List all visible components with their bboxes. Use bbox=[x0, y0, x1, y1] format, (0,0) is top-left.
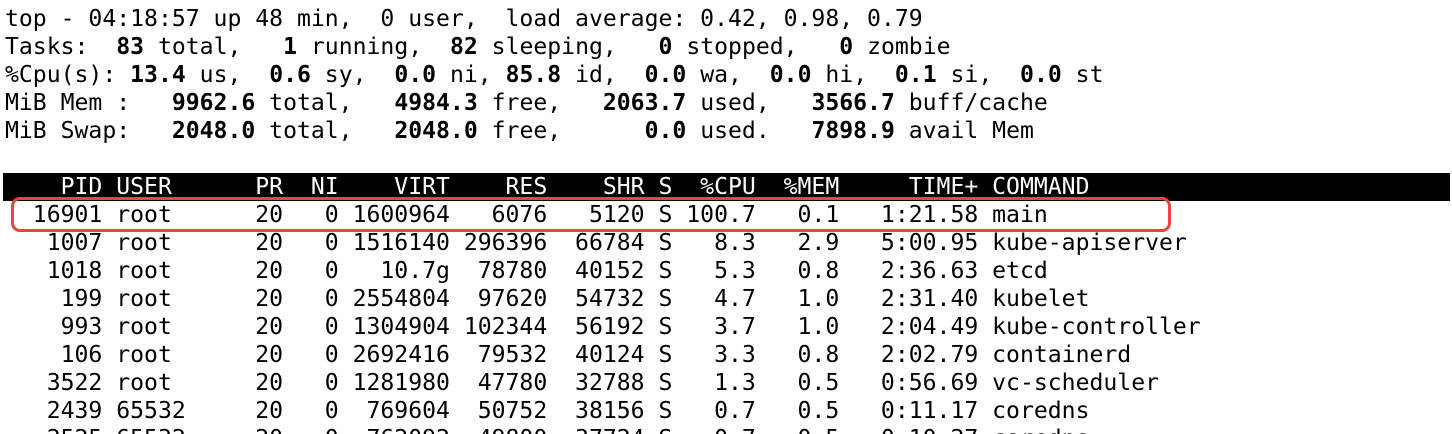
process-row: 2439 65532 20 0 769604 50752 38156 S 0.7… bbox=[5, 398, 1090, 424]
cpu-id-label: id, bbox=[561, 62, 645, 88]
swap-line: MiB Swap: 2048.0 total, 2048.0 free, 0.0… bbox=[5, 117, 1452, 145]
cpu-prefix: %Cpu(s): bbox=[5, 62, 131, 88]
cpu-st: 0.0 bbox=[1020, 62, 1062, 88]
swap-free: 2048.0 bbox=[394, 118, 478, 144]
tasks-prefix: Tasks: bbox=[5, 34, 103, 60]
swap-free-label: free, bbox=[477, 118, 645, 144]
mem-prefix: MiB Mem : bbox=[5, 90, 172, 116]
mem-free-label: free, bbox=[477, 90, 603, 116]
cpu-st-label: st bbox=[1061, 62, 1104, 88]
cpu-id: 85.8 bbox=[505, 62, 562, 88]
tasks-sleeping: 82 bbox=[449, 34, 478, 60]
mem-used-label: used, bbox=[686, 90, 812, 116]
swap-used-label: used. bbox=[686, 118, 812, 144]
cpu-sy: 0.6 bbox=[269, 62, 311, 88]
tasks-total: 83 bbox=[102, 34, 145, 60]
mem-line: MiB Mem : 9962.6 total, 4984.3 free, 206… bbox=[5, 89, 1452, 117]
cpu-si: 0.1 bbox=[894, 62, 937, 88]
tasks-stopped: 0 bbox=[658, 34, 673, 60]
cpu-us: 13.4 bbox=[130, 62, 186, 88]
tasks-zombie: 0 bbox=[839, 34, 854, 60]
uptime-line: top - 04:18:57 up 48 min, 0 user, load a… bbox=[5, 6, 923, 32]
process-table-header: PID USER PR NI VIRT RES SHR S %CPU %MEM … bbox=[3, 173, 1450, 201]
mem-buff-cache: 3566.7 bbox=[811, 90, 895, 116]
swap-used: 0.0 bbox=[644, 118, 687, 144]
swap-total-label: total, bbox=[255, 118, 395, 144]
swap-avail-label: avail Mem bbox=[894, 118, 1034, 144]
mem-free: 4984.3 bbox=[394, 90, 478, 116]
swap-avail: 7898.9 bbox=[811, 118, 895, 144]
cpu-hi-label: hi, bbox=[811, 62, 895, 88]
cpu-wa: 0.0 bbox=[644, 62, 687, 88]
tasks-sleeping-label: sleeping, bbox=[477, 34, 659, 60]
cpu-si-label: si, bbox=[936, 62, 1021, 88]
process-row: 199 root 20 0 2554804 97620 54732 S 4.7 … bbox=[5, 286, 1090, 312]
cpu-sy-label: sy, bbox=[310, 62, 395, 88]
blank-line bbox=[5, 145, 1452, 173]
tasks-total-label: total, bbox=[144, 34, 284, 60]
process-row: 993 root 20 0 1304904 102344 56192 S 3.7… bbox=[5, 314, 1201, 340]
process-row: 3522 root 20 0 1281980 47780 32788 S 1.3… bbox=[5, 370, 1159, 396]
process-row: 106 root 20 0 2692416 79532 40124 S 3.3 … bbox=[5, 342, 1132, 368]
swap-prefix: MiB Swap: bbox=[5, 118, 172, 144]
process-row: 1018 root 20 0 10.7g 78780 40152 S 5.3 0… bbox=[5, 258, 1048, 284]
mem-total: 9962.6 bbox=[171, 90, 256, 116]
tasks-stopped-label: stopped, bbox=[672, 34, 840, 60]
cpu-hi: 0.0 bbox=[769, 62, 812, 88]
tasks-running-label: running, bbox=[297, 34, 450, 60]
process-row: 1007 root 20 0 1516140 296396 66784 S 8.… bbox=[5, 230, 1187, 256]
cpu-us-label: us, bbox=[185, 62, 270, 88]
mem-buff-cache-label: buff/cache bbox=[894, 90, 1048, 116]
mem-total-label: total, bbox=[255, 90, 395, 116]
cpu-wa-label: wa, bbox=[686, 62, 770, 88]
cpu-line: %Cpu(s): 13.4 us, 0.6 sy, 0.0 ni, 85.8 i… bbox=[5, 61, 1452, 89]
process-row: 2525 65532 20 0 762092 49800 37724 S 0.7… bbox=[5, 425, 1452, 434]
cpu-ni: 0.0 bbox=[394, 62, 437, 88]
top-output: top - 04:18:57 up 48 min, 0 user, load a… bbox=[3, 5, 1452, 434]
tasks-zombie-label: zombie bbox=[853, 34, 951, 60]
cpu-ni-label: ni, bbox=[436, 62, 506, 88]
swap-total: 2048.0 bbox=[171, 118, 256, 144]
process-row: 16901 root 20 0 1600964 6076 5120 S 100.… bbox=[5, 202, 1048, 228]
tasks-line: Tasks: 83 total, 1 running, 82 sleeping,… bbox=[5, 33, 1452, 61]
tasks-running: 1 bbox=[283, 34, 297, 60]
mem-used: 2063.7 bbox=[602, 90, 687, 116]
